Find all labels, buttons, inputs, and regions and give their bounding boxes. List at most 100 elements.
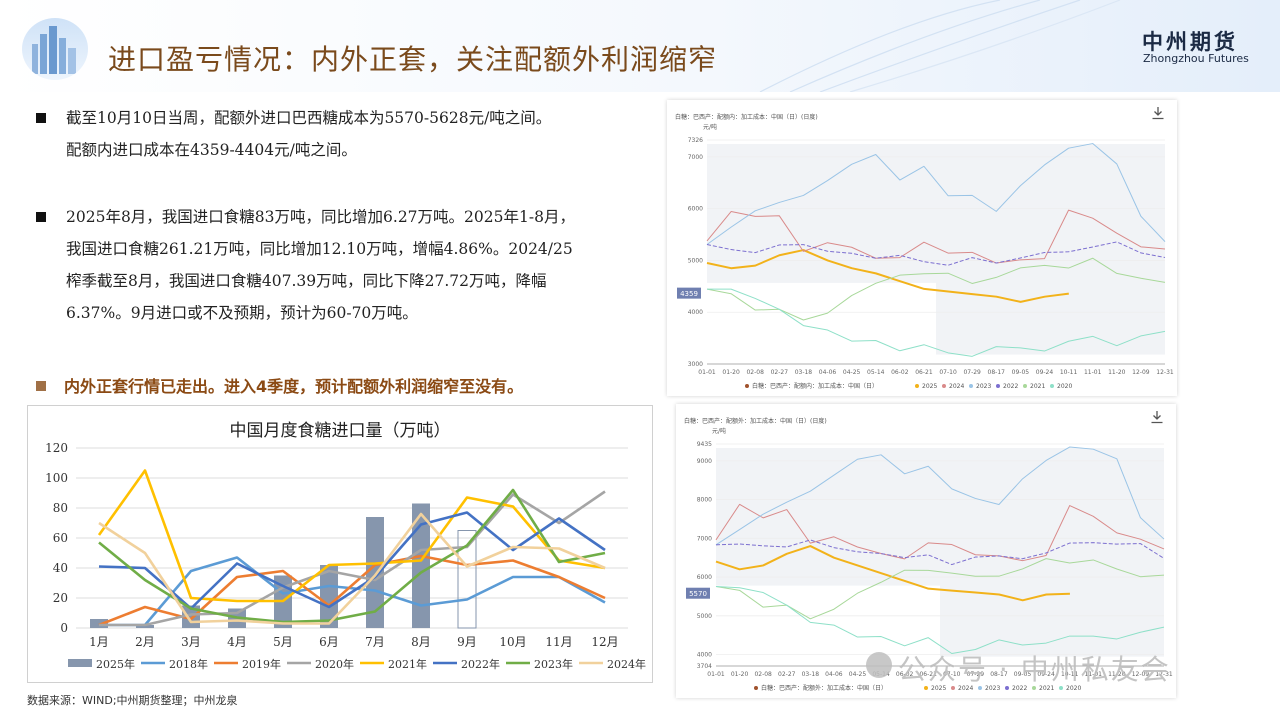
x-tick-label: 01-20 xyxy=(722,369,740,376)
legend-label: 2022年 xyxy=(461,657,500,671)
page-header: 进口盈亏情况：内外正套，关注配额外利润缩窄 中州期货 Zhongzhou Fut… xyxy=(0,0,1280,92)
series-line xyxy=(706,257,1166,321)
brand-name-en: Zhongzhou Futures xyxy=(1143,52,1249,65)
value-marker xyxy=(677,287,701,299)
x-tick-label: 01-20 xyxy=(731,671,749,678)
bar xyxy=(136,625,154,628)
panel-unit: 元/吨 xyxy=(703,124,718,131)
series-line xyxy=(706,143,1166,245)
x-tick-label: 02-27 xyxy=(778,671,796,678)
legend-label: 2025 xyxy=(931,685,946,692)
x-tick-label: 09-05 xyxy=(1014,671,1032,678)
x-tick-label: 09-05 xyxy=(1012,369,1030,376)
x-tick-label: 05-14 xyxy=(867,369,885,376)
chart-title: 中国月度食糖进口量（万吨） xyxy=(229,421,451,441)
y-tick-label: 4000 xyxy=(688,309,703,316)
legend-label: 2021 xyxy=(1030,383,1045,390)
legend-label: 2022 xyxy=(1012,685,1027,692)
legend-swatch xyxy=(915,384,919,388)
series-line xyxy=(99,490,606,627)
legend-label: 白糖：巴西产：配额内：加工成本：中国（日） xyxy=(752,382,878,390)
x-tick-label: 06-21 xyxy=(915,369,933,376)
legend-swatch xyxy=(1023,384,1027,388)
bullet-square-icon xyxy=(36,113,46,123)
series-line xyxy=(715,545,1070,602)
x-tick-label: 3月 xyxy=(181,635,201,649)
bullet-import-cost: 截至10月10日当周，配额外进口巴西糖成本为5570-5628元/吨之间。 配额… xyxy=(36,102,646,166)
y-tick-label: 20 xyxy=(53,591,68,605)
x-tick-label: 01-01 xyxy=(698,369,716,376)
panel-subtitle: 白糖：巴西产：配额内：加工成本：中国（日）(日度) xyxy=(675,114,818,121)
bullet-line: 配额内进口成本在4359-4404元/吨之间。 xyxy=(66,141,357,159)
legend-label: 2023 xyxy=(976,383,991,390)
y-tick-label: 80 xyxy=(53,501,68,515)
x-tick-label: 02-08 xyxy=(754,671,772,678)
x-tick-label: 03-18 xyxy=(795,369,813,376)
x-tick-label: 4月 xyxy=(227,635,247,649)
x-tick-label: 10-11 xyxy=(1061,671,1079,678)
wechat-icon xyxy=(866,652,892,678)
data-source: 数据来源：WIND;中州期货整理；中州龙泉 xyxy=(27,694,238,707)
y-tick-label: 8000 xyxy=(697,497,712,504)
legend-label: 2024 xyxy=(958,685,973,692)
legend-swatch xyxy=(942,384,946,388)
range-band xyxy=(716,448,940,586)
value-marker-label: 4359 xyxy=(680,290,698,298)
quota-in-cost-panel: 白糖：巴西产：配额内：加工成本：中国（日）(日度) 元/吨 3000 4000 50… xyxy=(667,100,1177,396)
x-tick-label: 02-08 xyxy=(746,369,764,376)
x-tick-label: 04-06 xyxy=(825,671,843,678)
y-tick-label: 9435 xyxy=(697,441,712,448)
x-tick-label: 11-01 xyxy=(1084,369,1102,376)
bullet-line: 截至10月10日当周，配额外进口巴西糖成本为5570-5628元/吨之间。 xyxy=(66,109,552,127)
bullet-import-volume: 2025年8月，我国进口食糖83万吨，同比增加6.27万吨。2025年1-8月，… xyxy=(36,201,646,329)
bar xyxy=(320,565,338,628)
legend-label: 2020 xyxy=(1057,383,1072,390)
monthly-import-plot: 0 20 40 60 80 100 120 1月 2月 3月 4月 5月 6月 7月 8月 9月 10月 11月 1… xyxy=(45,441,646,671)
series-line xyxy=(715,503,1165,562)
legend-swatch xyxy=(978,686,982,690)
x-tick-label: 11-01 xyxy=(1085,671,1103,678)
legend-swatch xyxy=(996,384,1000,388)
series-line xyxy=(98,512,606,625)
legend-label: 2018年 xyxy=(169,657,208,671)
x-tick-label: 12-31 xyxy=(1156,369,1174,376)
y-tick-label: 40 xyxy=(53,561,68,575)
series-line xyxy=(706,209,1166,264)
range-band xyxy=(707,144,936,283)
download-icon[interactable] xyxy=(1151,106,1165,120)
x-tick-label: 04-25 xyxy=(849,671,867,678)
legend-label: 2023年 xyxy=(534,657,573,671)
y-tick-label: 120 xyxy=(45,441,68,455)
x-tick-label: 07-29 xyxy=(963,369,981,376)
legend-label: 白糖：巴西产：配额外：加工成本：中国（日） xyxy=(761,684,887,692)
series-line xyxy=(715,539,1165,566)
legend-label: 2023 xyxy=(985,685,1000,692)
y-tick-label: 7000 xyxy=(688,154,703,161)
city-skyline-logo xyxy=(22,18,88,80)
y-tick-label: 5000 xyxy=(688,257,703,264)
legend-label: 2021年 xyxy=(388,657,427,671)
legend-label: 2020年 xyxy=(315,657,354,671)
y-tick-label: 5000 xyxy=(697,613,712,620)
x-tick-label: 09-24 xyxy=(1036,369,1054,376)
x-tick-label: 12-09 xyxy=(1132,369,1150,376)
x-tick-label: 06-21 xyxy=(919,671,937,678)
x-tick-label: 6月 xyxy=(319,635,339,649)
download-icon[interactable] xyxy=(1150,410,1164,424)
quota-out-cost-plot: 3704 4000 5000 6000 7000 8000 9000 9435 01-01 01-… xyxy=(686,441,1173,692)
y-tick-label: 3704 xyxy=(697,663,712,670)
x-tick-label: 07-10 xyxy=(939,369,957,376)
legend-swatch xyxy=(951,686,955,690)
legend-swatch xyxy=(1005,686,1009,690)
x-tick-label: 01-01 xyxy=(707,671,725,678)
series-line xyxy=(97,469,606,603)
y-tick-label: 6000 xyxy=(697,574,712,581)
series-line xyxy=(715,586,1165,654)
x-tick-label: 11-20 xyxy=(1108,671,1126,678)
series-line xyxy=(706,288,1166,357)
x-tick-label: 04-06 xyxy=(819,369,837,376)
monthly-import-chart: 中国月度食糖进口量（万吨） 0 20 40 60 80 100 120 1月 2月 3月 4月 5月 6… xyxy=(27,405,653,683)
brand-name-cn: 中州期货 xyxy=(1142,30,1238,54)
bullet-square-icon xyxy=(36,381,46,391)
x-tick-label: 04-25 xyxy=(843,369,861,376)
